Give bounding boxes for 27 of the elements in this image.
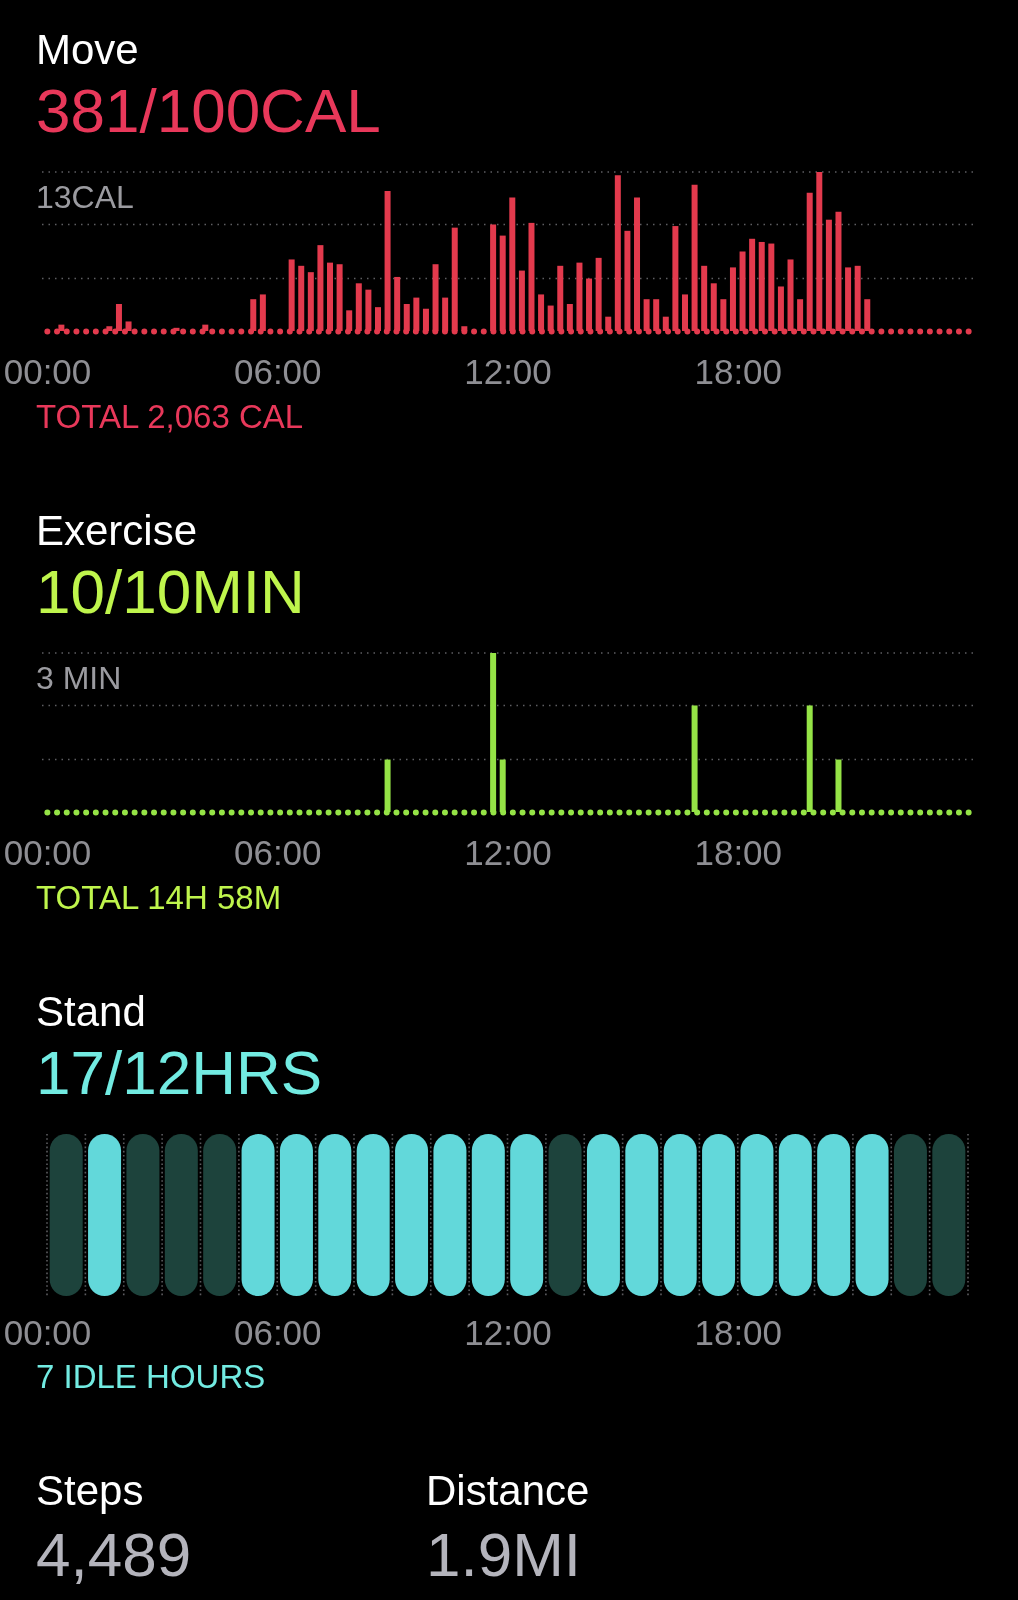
x-tick-label: 12:00 [464, 351, 552, 391]
x-tick-label: 12:00 [464, 832, 552, 872]
text: 7 IDLE HOURS [36, 1358, 266, 1395]
ref-line-label: 3 MIN [36, 660, 122, 696]
chart-title: Move [36, 26, 139, 73]
chart-subtitle: 10/10MIN [36, 557, 305, 626]
x-tick-label: 06:00 [233, 1312, 322, 1352]
x-tick-label: 18:00 [694, 832, 783, 872]
x-tick-label: 06:00 [233, 832, 322, 872]
chart-subtitle: 17/12HRS [36, 1038, 323, 1107]
x-tick-label: 00:00 [3, 832, 92, 872]
chart-title: Exercise [36, 507, 198, 554]
ref-line-label: 13CAL [36, 179, 134, 215]
text: TOTAL 14H 58M [36, 879, 282, 916]
x-tick-label: 00:00 [3, 351, 92, 391]
category-label: Distance [426, 1467, 590, 1514]
chart-title: Stand [36, 988, 146, 1035]
chart-subtitle: 381/100CAL [36, 76, 381, 145]
category-label: Steps [36, 1467, 144, 1514]
x-tick-label: 00:00 [3, 1312, 92, 1352]
text: TOTAL 2,063 CAL [36, 398, 304, 435]
x-tick-label: 18:00 [694, 351, 783, 391]
x-tick-label: 18:00 [694, 1312, 783, 1352]
text: 4,489 [36, 1520, 192, 1589]
x-tick-label: 06:00 [233, 351, 322, 391]
x-tick-label: 12:00 [464, 1312, 552, 1352]
text: 1.9MI [426, 1520, 582, 1589]
